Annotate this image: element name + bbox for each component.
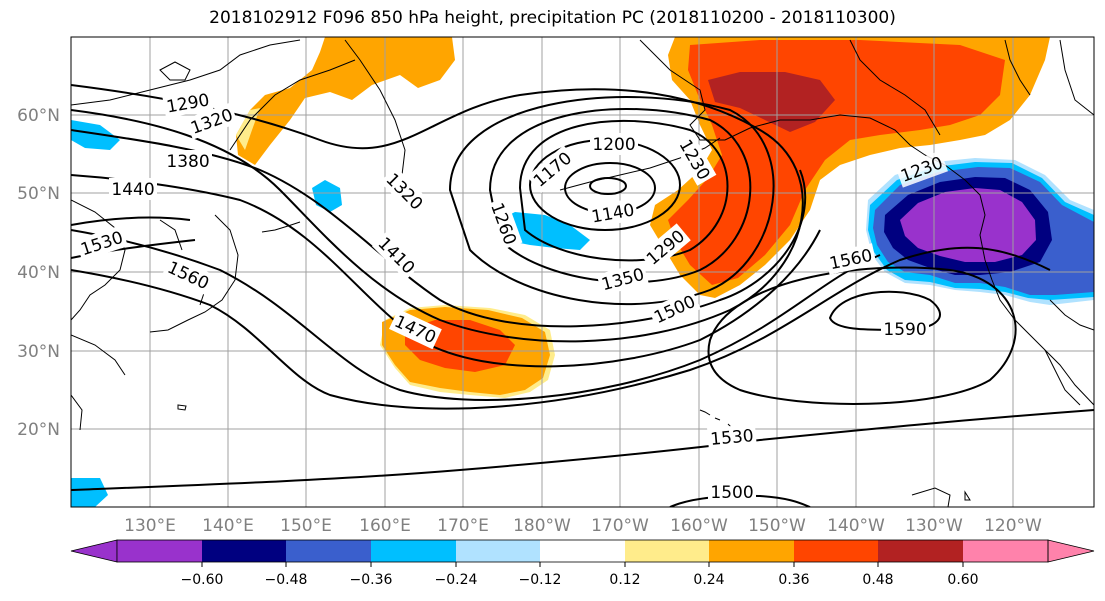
contour-label: 1200 — [590, 133, 638, 155]
contour-label: 1380 — [164, 150, 212, 172]
colorbar-segment — [117, 540, 202, 562]
lon-label: 160°W — [670, 516, 728, 536]
lat-label: 20°N — [17, 420, 60, 440]
colorbar-tick-label: 0.12 — [609, 572, 640, 588]
colorbar-segment — [878, 540, 963, 562]
colorbar: −0.60 −0.48 −0.36 −0.24 −0.12 0.12 0.24 … — [70, 539, 1095, 588]
latitude-labels: 60°N 50°N 40°N 30°N 20°N — [17, 106, 60, 440]
lat-label: 50°N — [17, 184, 60, 204]
colorbar-segment — [202, 540, 286, 562]
contour-label: 1290 — [162, 88, 214, 119]
colorbar-segment — [794, 540, 878, 562]
colorbar-tick-label: 0.60 — [947, 572, 978, 588]
lon-label: 120°W — [984, 516, 1042, 536]
colorbar-tick-label: 0.36 — [778, 572, 809, 588]
colorbar-extend-low — [70, 539, 118, 563]
contour-label: 1500 — [708, 481, 756, 503]
shade-negative-kamchatka — [71, 120, 120, 150]
lon-label: 170°W — [591, 516, 649, 536]
lon-label: 150°E — [280, 516, 332, 536]
shade-darkred-alaska — [708, 72, 835, 132]
lon-label: 140°W — [827, 516, 885, 536]
colorbar-tick-label: −0.24 — [435, 572, 478, 588]
colorbar-segment — [456, 540, 540, 562]
lon-label: 180°W — [513, 516, 571, 536]
lon-label: 150°W — [748, 516, 806, 536]
longitude-labels: 130°E 140°E 150°E 160°E 170°E 180°W 170°… — [124, 516, 1042, 536]
contour-label: 1440 — [109, 178, 157, 200]
shade-negative-sw — [71, 478, 108, 507]
colorbar-segment — [540, 540, 625, 562]
contour-label: 1140 — [587, 198, 639, 229]
lon-label: 170°E — [437, 516, 489, 536]
colorbar-tick-label: −0.12 — [519, 572, 562, 588]
lon-label: 130°E — [124, 516, 176, 536]
colorbar-tick-label: 0.48 — [862, 572, 893, 588]
colorbar-tick-label: −0.60 — [181, 572, 224, 588]
svg-text:1500: 1500 — [710, 483, 753, 503]
coastlines — [71, 39, 1094, 507]
colorbar-segment — [286, 540, 371, 562]
map-frame — [70, 36, 1095, 508]
lon-label: 130°W — [905, 516, 963, 536]
lon-label: 160°E — [359, 516, 411, 536]
height-contours — [71, 84, 1094, 507]
colorbar-tick-label: 0.24 — [693, 572, 724, 588]
colorbar-extend-high — [1047, 539, 1095, 563]
colorbar-tick-label: −0.36 — [350, 572, 393, 588]
contour-label: 1590 — [881, 318, 929, 340]
map-title: 2018102912 F096 850 hPa height, precipit… — [209, 8, 896, 28]
colorbar-segment — [963, 540, 1048, 562]
lat-label: 30°N — [17, 342, 60, 362]
shade-positive-okhotsk — [236, 37, 455, 165]
svg-text:1440: 1440 — [111, 180, 154, 200]
svg-text:1530: 1530 — [710, 426, 755, 450]
svg-text:1380: 1380 — [166, 152, 209, 172]
lat-label: 60°N — [17, 106, 60, 126]
colorbar-segment — [709, 540, 794, 562]
colorbar-segment — [371, 540, 456, 562]
contour-label: 1530 — [707, 423, 757, 451]
map-area: 1290 1320 1380 1440 1530 1560 1320 1410 … — [71, 37, 1094, 507]
lon-label: 140°E — [202, 516, 254, 536]
svg-text:1590: 1590 — [883, 320, 926, 340]
svg-text:1200: 1200 — [592, 135, 635, 155]
colorbar-segment — [625, 540, 709, 562]
colorbar-tick-label: −0.48 — [265, 572, 308, 588]
lat-label: 40°N — [17, 263, 60, 283]
